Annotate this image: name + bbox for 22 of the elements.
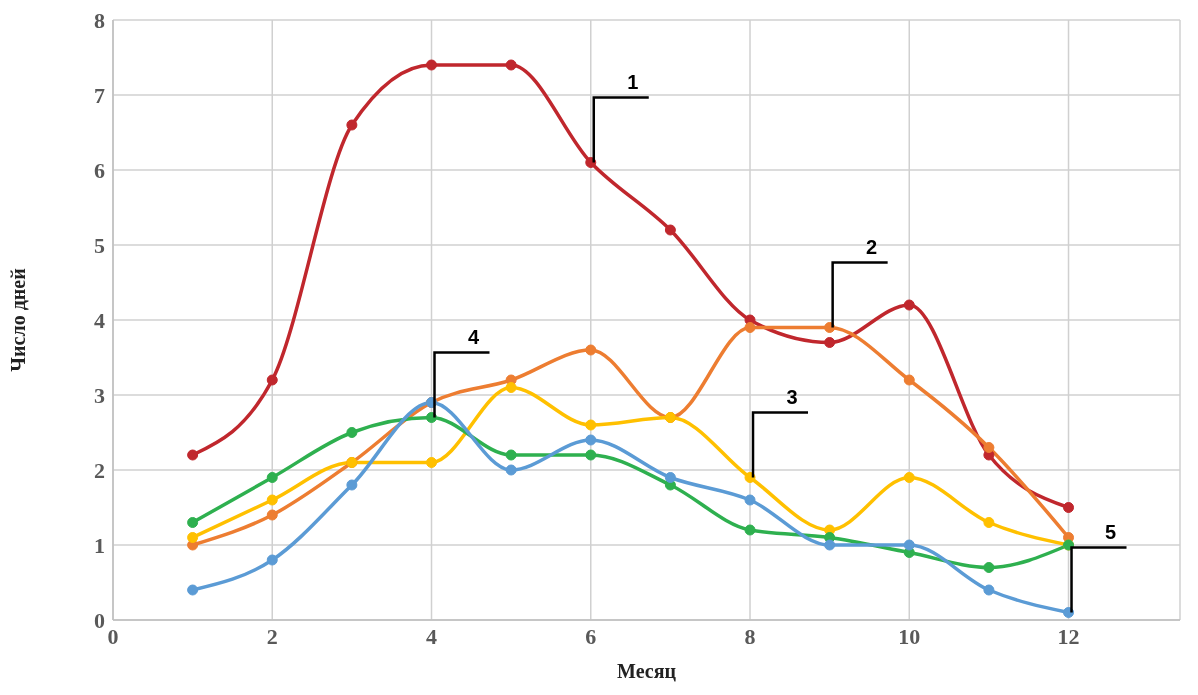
- x-tick-label: 4: [426, 623, 438, 649]
- x-tick-label: 6: [585, 623, 597, 649]
- annotation: 1: [627, 70, 639, 93]
- x-axis-title: Месяц: [617, 660, 677, 682]
- y-tick-label: 7: [94, 82, 105, 108]
- y-axis-title: Число дней: [7, 268, 30, 372]
- y-tick-label: 3: [94, 382, 105, 408]
- y-tick-label: 1: [94, 532, 105, 558]
- y-tick-label: 8: [94, 7, 105, 33]
- y-tick-label: 4: [94, 307, 105, 333]
- annotation: 3: [786, 385, 798, 408]
- annotation: 2: [866, 235, 878, 258]
- x-tick-label: 12: [1057, 623, 1080, 649]
- x-tick-label: 8: [744, 623, 756, 649]
- annotation: 5: [1104, 520, 1117, 543]
- y-tick-label: 2: [94, 457, 105, 483]
- annotation: 4: [467, 325, 480, 348]
- y-tick-label: 6: [94, 157, 105, 183]
- x-tick-label: 10: [898, 623, 921, 649]
- y-tick-label: 0: [94, 607, 105, 633]
- x-tick-label: 2: [266, 623, 278, 649]
- y-tick-label: 5: [94, 232, 105, 258]
